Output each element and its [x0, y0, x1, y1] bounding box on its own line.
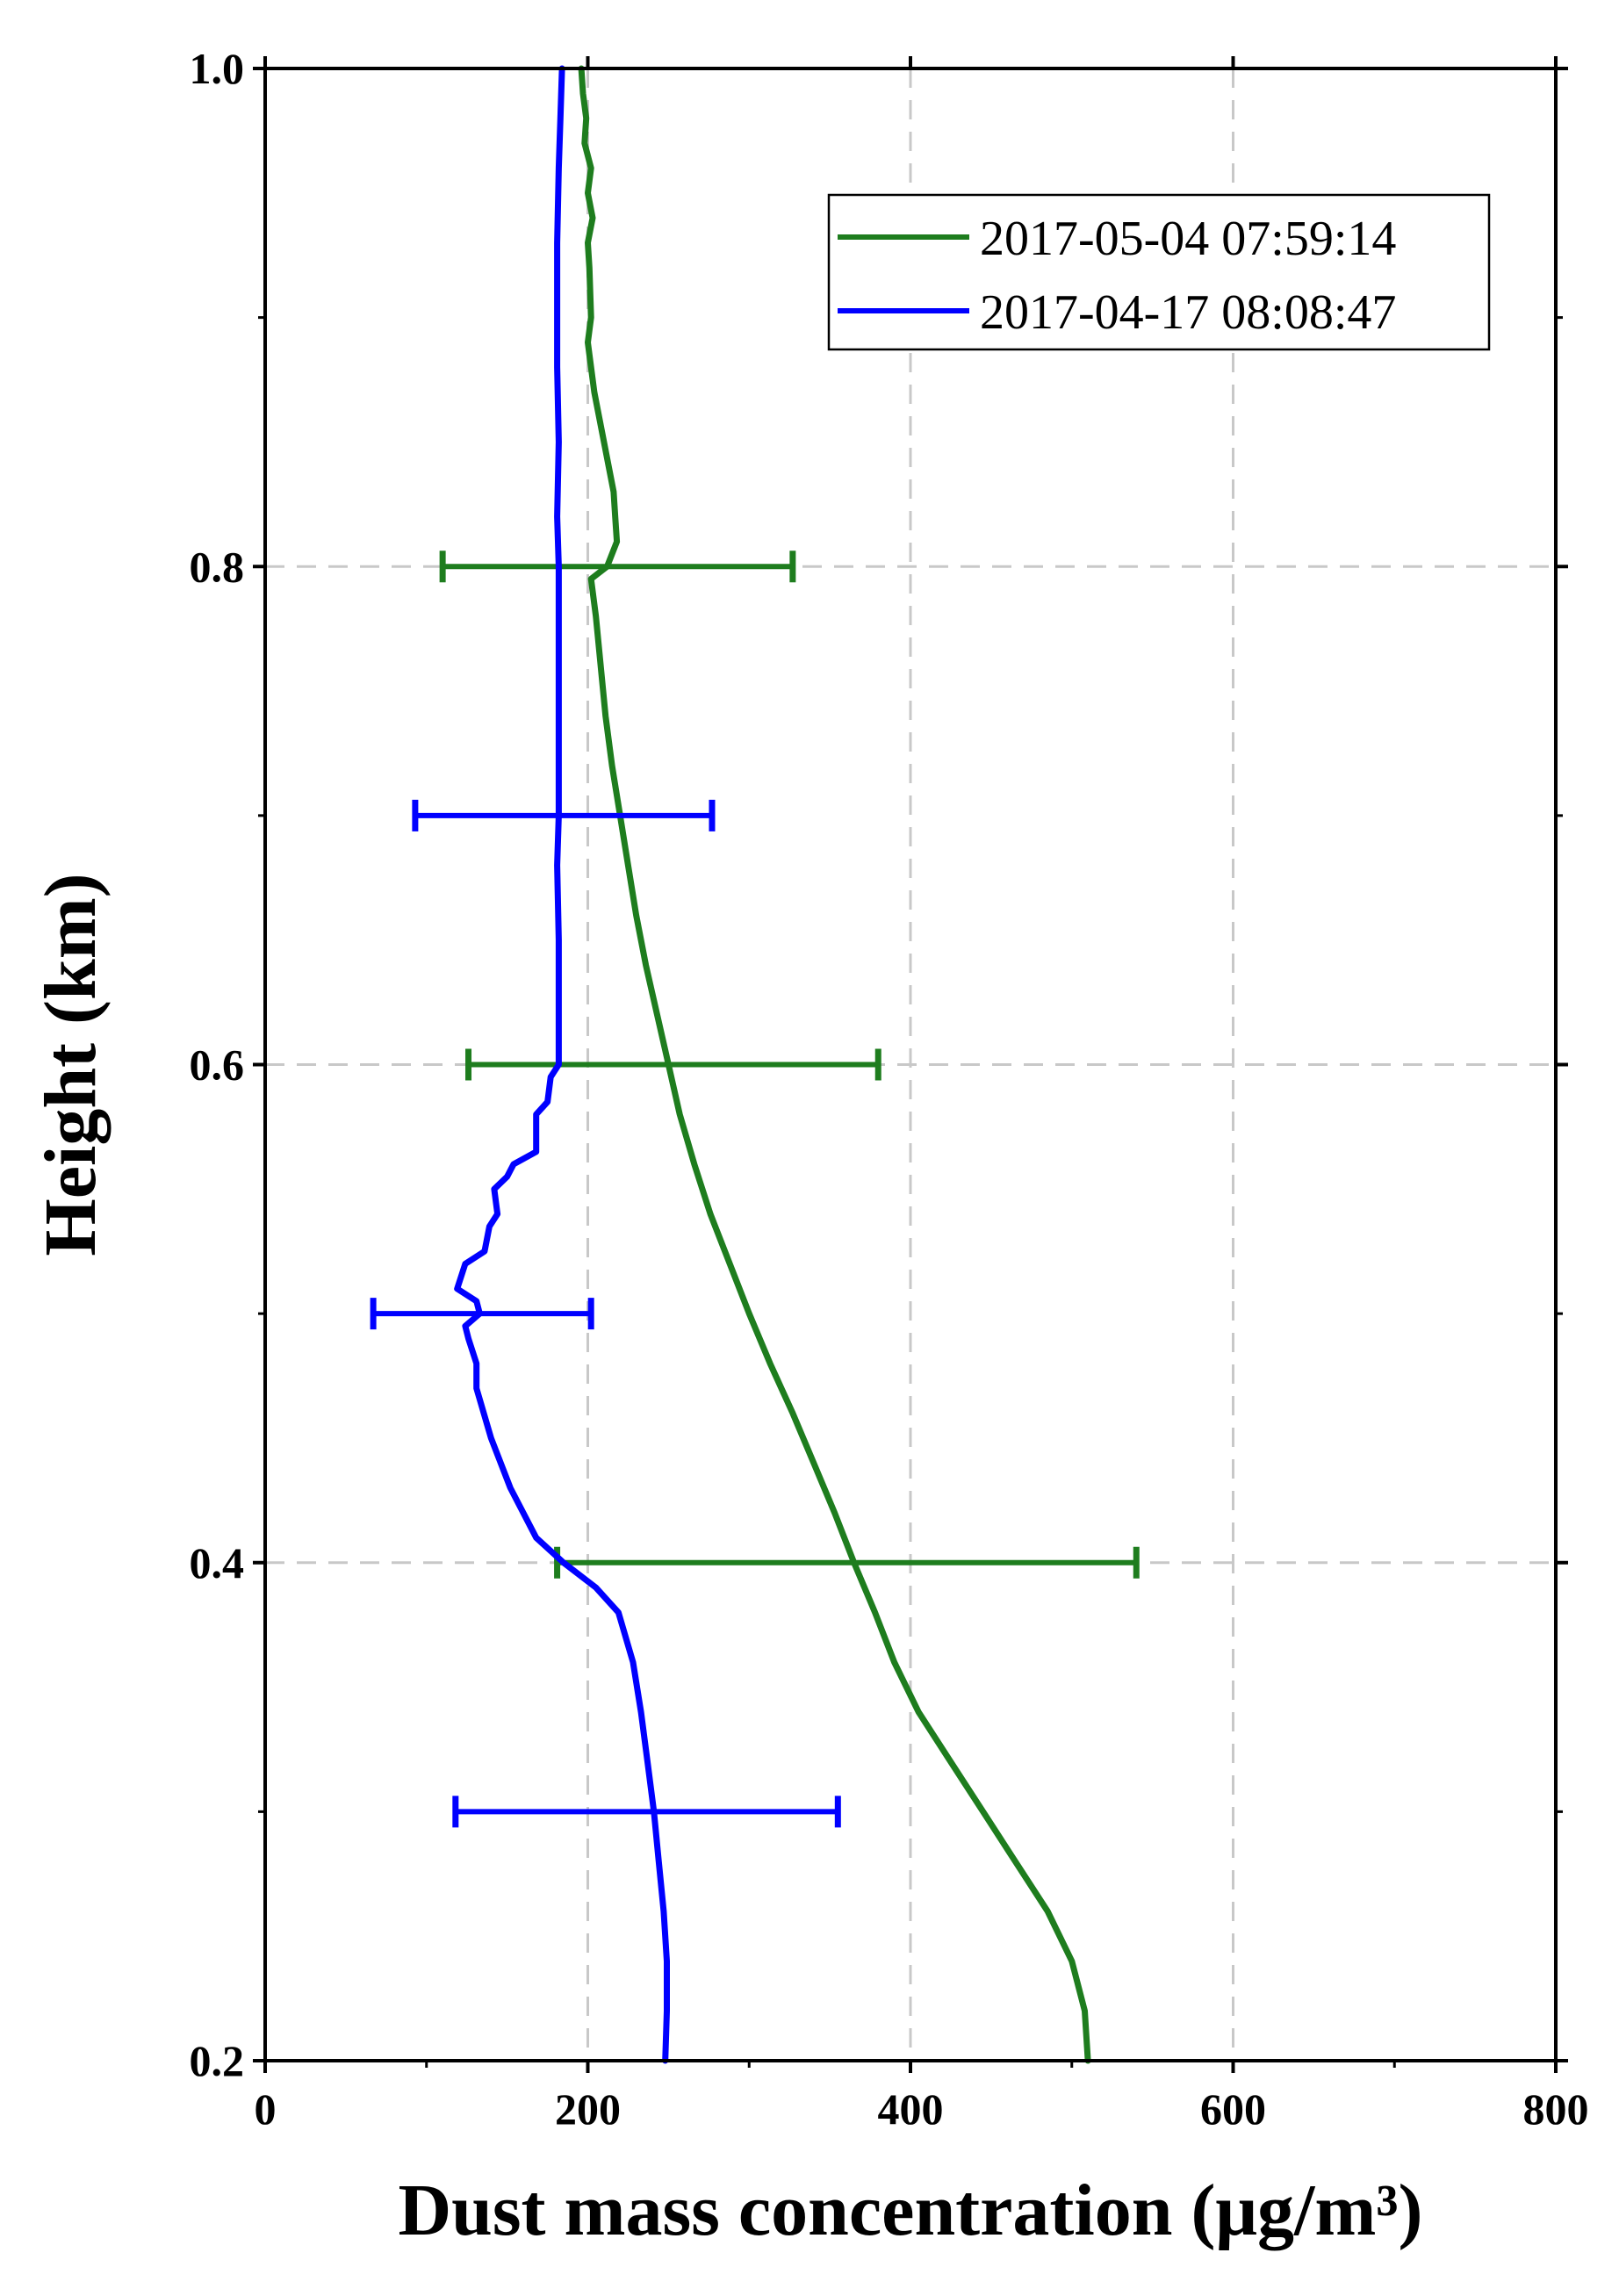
x-tick-label: 800	[1523, 2084, 1589, 2134]
data-series	[370, 65, 1140, 2064]
grid-lines	[265, 68, 1556, 2061]
error-bar	[439, 551, 796, 583]
axis-ticks: 0 200 400 600 800 0.2 0.4 0.6 0.8 1.0	[190, 44, 1589, 2134]
legend-label-series-1: 2017-05-04 07:59:14	[980, 212, 1396, 266]
error-bar	[452, 1796, 841, 1828]
series-line-1	[578, 65, 1091, 2064]
x-tick-label: 200	[555, 2084, 621, 2134]
series-1	[439, 65, 1140, 2064]
y-axis-title: Height (km)	[30, 873, 112, 1256]
series-line-2	[454, 65, 670, 2064]
x-tick-label: 600	[1200, 2084, 1266, 2134]
error-bar	[370, 1298, 594, 1330]
legend: 2017-05-04 07:59:14 2017-04-17 08:08:47	[827, 193, 1491, 351]
x-axis-title: Dust mass concentration (μg/m³)	[398, 2170, 1422, 2251]
y-tick-label: 0.4	[190, 1538, 245, 1587]
series-2	[370, 65, 841, 2064]
legend-label-series-2: 2017-04-17 08:08:47	[980, 285, 1396, 340]
error-bar	[465, 1048, 881, 1081]
x-tick-label: 400	[878, 2084, 944, 2134]
y-tick-label: 1.0	[190, 44, 245, 93]
y-tick-label: 0.2	[190, 2036, 245, 2085]
y-tick-label: 0.6	[190, 1040, 245, 1090]
x-tick-label: 0	[255, 2084, 277, 2134]
error-bar	[554, 1546, 1140, 1579]
y-tick-label: 0.8	[190, 542, 245, 591]
error-bar	[412, 799, 716, 831]
legend-box	[827, 193, 1491, 351]
